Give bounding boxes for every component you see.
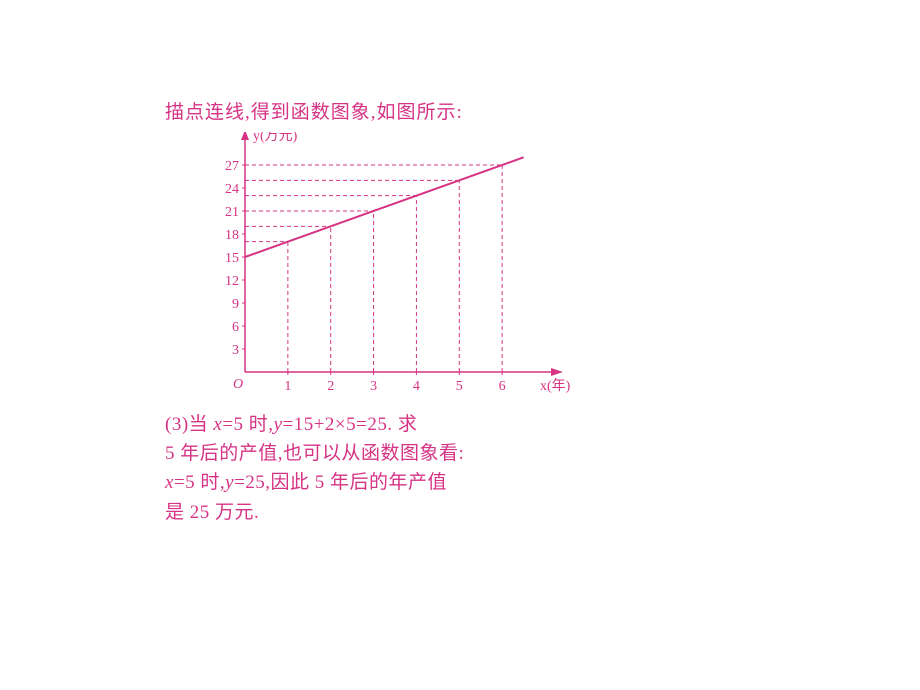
svg-text:24: 24 [225,182,239,197]
svg-text:2: 2 [327,379,334,394]
svg-text:6: 6 [232,320,239,335]
svg-text:1: 1 [284,379,291,394]
svg-text:4: 4 [413,379,420,394]
line-chart: 369121518212427123456Oy(万元)x(年) [195,132,575,402]
chart-svg: 369121518212427123456Oy(万元)x(年) [195,132,575,402]
text-segment: =5 时, [222,414,273,435]
svg-text:3: 3 [232,343,239,358]
svg-text:5: 5 [456,379,463,394]
svg-text:27: 27 [225,159,239,174]
text-segment: (3)当 [165,414,213,435]
svg-text:3: 3 [370,379,377,394]
math-variable: x [165,472,174,493]
text-segment: 是 25 万元. [165,502,259,523]
text-segment: =25,因此 5 年后的年产值 [234,472,447,493]
svg-text:x(年): x(年) [540,378,571,394]
svg-text:18: 18 [225,228,239,243]
svg-text:9: 9 [232,297,239,312]
svg-text:15: 15 [225,251,239,266]
svg-text:12: 12 [225,274,239,289]
math-variable: x [213,414,222,435]
solution-text: (3)当 x=5 时,y=15+2×5=25. 求 5 年后的产值,也可以从函数… [165,410,605,528]
text-segment: =15+2×5=25. 求 [283,414,418,435]
math-variable: y [225,472,234,493]
svg-text:y(万元): y(万元) [253,132,298,144]
math-variable: y [274,414,283,435]
svg-text:O: O [233,377,243,392]
text-segment: 5 年后的产值,也可以从函数图象看: [165,443,464,464]
text-segment: =5 时, [174,472,225,493]
heading-text: 描点连线,得到函数图象,如图所示: [165,100,605,127]
svg-text:6: 6 [499,379,506,394]
svg-text:21: 21 [225,205,239,220]
